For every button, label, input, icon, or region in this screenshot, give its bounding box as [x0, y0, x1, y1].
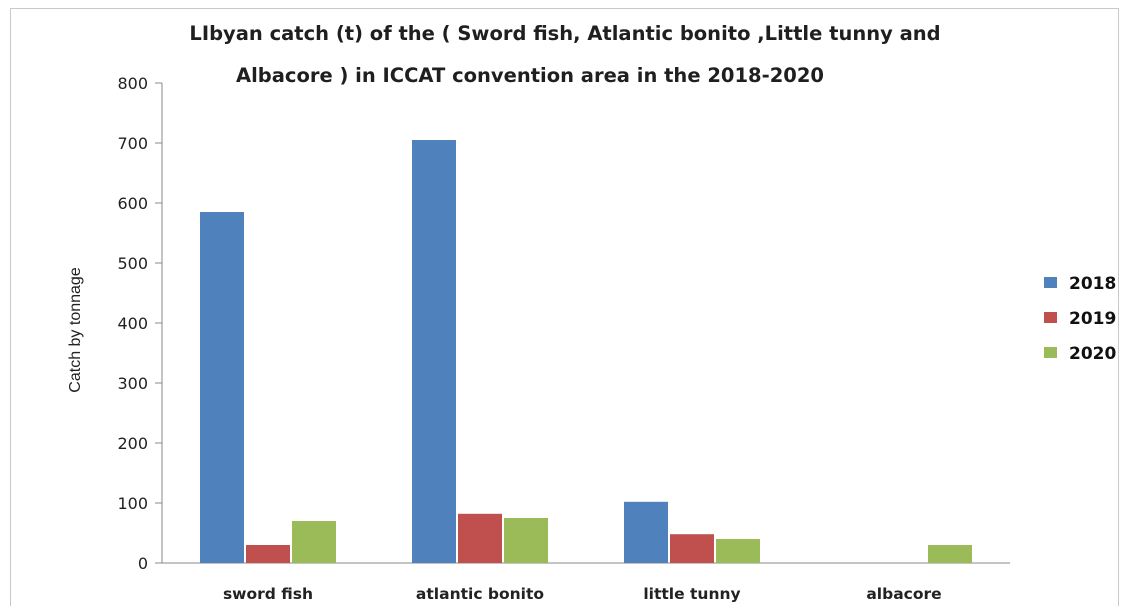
- y-tick-label: 400: [117, 314, 148, 333]
- y-ticks: 0 100 200 300 400 500 600 700 800: [117, 74, 162, 573]
- y-tick-label: 0: [138, 554, 148, 573]
- y-tick-label: 100: [117, 494, 148, 513]
- y-tick-label: 700: [117, 134, 148, 153]
- y-tick-label: 600: [117, 194, 148, 213]
- bar-2019: [246, 545, 290, 563]
- legend-label-2020: 2020: [1069, 344, 1116, 364]
- bar-2018: [200, 212, 244, 563]
- legend-label-2019: 2019: [1069, 309, 1116, 329]
- bars: [200, 140, 972, 563]
- bar-2020: [928, 545, 972, 563]
- bar-2019: [670, 534, 714, 563]
- y-axis-label: Catch by tonnage: [67, 267, 84, 393]
- y-tick-label: 300: [117, 374, 148, 393]
- y-tick-label: 800: [117, 74, 148, 93]
- y-tick-label: 500: [117, 254, 148, 273]
- bar-2020: [292, 521, 336, 563]
- y-tick-label: 200: [117, 434, 148, 453]
- bar-2020: [504, 518, 548, 563]
- legend: 2018 2019 2020: [1044, 274, 1116, 364]
- category-label: atlantic bonito: [416, 585, 544, 603]
- legend-swatch-2019: [1044, 312, 1057, 323]
- category-label: albacore: [866, 585, 941, 603]
- chart-frame: [10, 8, 1119, 606]
- bar-2019: [458, 513, 502, 563]
- chart-title-line-2: Albacore ) in ICCAT convention area in t…: [236, 64, 824, 87]
- bar-2018: [412, 140, 456, 563]
- category-labels: sword fish atlantic bonito little tunny alb…: [223, 585, 942, 603]
- chart-title-line-1: LIbyan catch (t) of the ( Sword fish, At…: [189, 22, 940, 45]
- category-label: sword fish: [223, 585, 313, 603]
- category-label: little tunny: [643, 585, 740, 603]
- bar-2018: [624, 501, 668, 563]
- legend-swatch-2018: [1044, 277, 1057, 288]
- legend-swatch-2020: [1044, 347, 1057, 358]
- bar-2020: [716, 539, 760, 563]
- legend-label-2018: 2018: [1069, 274, 1116, 294]
